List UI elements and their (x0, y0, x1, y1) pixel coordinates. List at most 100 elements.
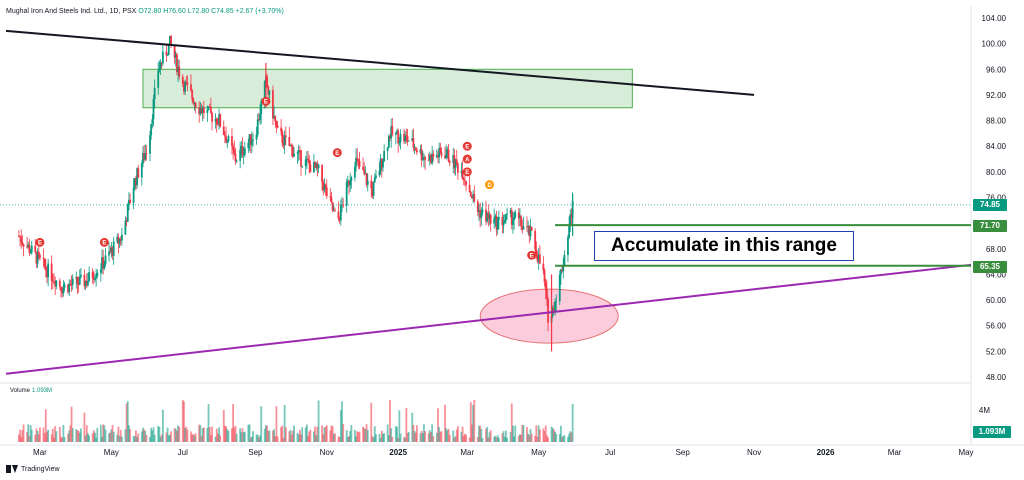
candle-body (136, 168, 139, 186)
volume-bar (358, 431, 361, 442)
candle-body (117, 236, 120, 244)
candle-body (214, 118, 217, 122)
candle-body (349, 180, 352, 186)
volume-bar (509, 432, 512, 442)
volume-bar (342, 424, 345, 442)
candle-body (329, 196, 332, 198)
candle-body (561, 269, 563, 272)
candle-body (509, 210, 512, 214)
candle-body (274, 115, 277, 122)
volume-bar (460, 431, 463, 442)
volume-bar (222, 409, 225, 442)
volume-bar (214, 436, 217, 442)
volume-bar (128, 425, 130, 442)
volume-bar (304, 427, 307, 442)
volume-bar (435, 432, 438, 442)
volume-bar (301, 427, 304, 442)
volume-bar (186, 429, 189, 442)
event-marker (485, 180, 495, 190)
price-tick-label: 84.00 (986, 142, 1007, 151)
event-marker-label: A (465, 157, 470, 163)
time-tick-label: May (104, 448, 119, 457)
candle-body (101, 257, 103, 270)
volume-legend: Volume 1.093M (10, 388, 52, 394)
candle-body (382, 160, 384, 168)
volume-bar (309, 429, 312, 442)
candle-body (305, 158, 308, 160)
volume-bar (58, 426, 61, 442)
volume-bar (43, 432, 46, 442)
candle-body (448, 161, 451, 163)
candle-body (315, 163, 318, 168)
volume-bar (339, 410, 342, 442)
event-marker-label: E (264, 100, 268, 106)
candle-body (413, 147, 416, 149)
tradingview-brand[interactable]: TradingView (6, 465, 60, 473)
candle-body (338, 218, 341, 221)
candle-body (440, 152, 443, 156)
candle-body (555, 301, 558, 302)
candle-body (445, 154, 448, 159)
candle-body (92, 278, 95, 280)
volume-bar (243, 431, 246, 442)
volume-bar (538, 429, 541, 442)
volume-bar (365, 424, 368, 442)
volume-bar (555, 433, 558, 442)
volume-bar (35, 428, 38, 442)
candle-body (36, 251, 39, 264)
volume-bar (562, 435, 565, 442)
volume-bar (438, 427, 441, 442)
volume-bar (421, 433, 424, 442)
candle-body (200, 108, 203, 114)
candle-body (569, 214, 572, 227)
candle-body (104, 255, 107, 264)
volume-bar (153, 434, 156, 442)
volume-bar (95, 437, 98, 442)
candle-body (514, 212, 517, 218)
candle-body (317, 164, 320, 169)
volume-bar (150, 427, 153, 442)
volume-bar (453, 437, 456, 442)
volume-bar (85, 425, 88, 442)
volume-bar (345, 430, 348, 442)
volume-bar (207, 404, 210, 442)
candle-body (536, 255, 539, 262)
candle-body (431, 153, 434, 163)
volume-bar (373, 426, 376, 442)
candle-body (61, 291, 64, 294)
candle-body (469, 191, 472, 197)
candle-body (481, 209, 484, 213)
volume-bar (448, 434, 451, 442)
candle-body (247, 142, 250, 149)
candle-body (275, 121, 278, 126)
volume-bar (382, 433, 384, 442)
volume-bar (513, 436, 515, 442)
accumulate-annotation[interactable]: Accumulate in this range (594, 231, 854, 261)
volume-bar (87, 433, 89, 442)
volume-bar (19, 429, 21, 442)
volume-bar (521, 424, 524, 442)
candle-body (527, 225, 530, 227)
candle-body (149, 135, 151, 154)
candle-body (178, 66, 181, 77)
volume-bar (406, 433, 409, 442)
volume-bar (563, 435, 566, 442)
candle-body (183, 83, 185, 92)
candle-body (489, 214, 492, 224)
volume-bar (527, 433, 530, 442)
candle-body (260, 101, 263, 115)
candle-body (128, 199, 130, 205)
volume-bar (242, 432, 245, 442)
candle-body (420, 149, 423, 160)
volume-bar (108, 433, 110, 442)
candle-body (161, 51, 164, 64)
volume-bar (76, 430, 79, 442)
support-trendline (5, 263, 972, 375)
candle-body (43, 258, 46, 267)
volume-bar (50, 434, 53, 442)
candle-body (355, 157, 357, 167)
candle-body (124, 220, 127, 235)
candle-body (356, 157, 359, 160)
candle-body (184, 81, 187, 92)
